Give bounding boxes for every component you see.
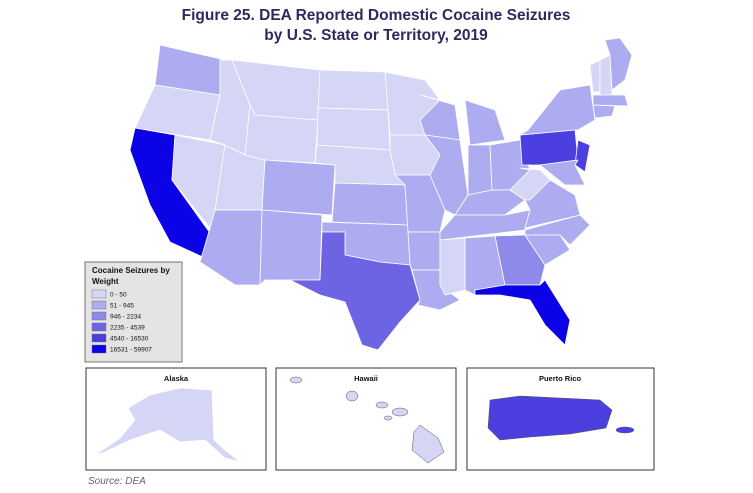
island [375,401,389,409]
state [604,37,633,91]
insets: Alaska Hawaii Puerto Rico [85,367,655,471]
hawaii [289,376,445,464]
legend-label: 51 - 945 [110,303,134,310]
state [592,94,629,107]
source: Source: DEA [88,476,146,487]
legend-swatch [91,344,107,354]
inset-label: Alaska [164,374,189,383]
state [424,134,469,216]
state [316,107,391,151]
legend-swatch [91,311,107,321]
legend-swatch [91,289,107,299]
island [289,376,303,384]
title-line: by U.S. State or Territory, 2019 [264,27,488,44]
state [592,104,616,119]
legend-label: 0 - 50 [110,292,127,299]
alaska [94,387,241,463]
state [539,159,586,186]
legend-swatch [91,300,107,310]
island [411,424,445,464]
state [474,279,571,346]
title-line: Figure 25. DEA Reported Domestic Cocaine… [182,7,571,24]
state [494,234,546,286]
legend-label: 16531 - 59907 [110,347,152,354]
island [391,407,409,417]
inset-label: Hawaii [354,374,378,383]
legend-swatch [91,322,107,332]
legend-label: 4540 - 16530 [110,336,149,343]
island [615,426,635,434]
state [261,159,336,216]
us-map [129,37,633,351]
state [407,231,441,271]
island [383,415,393,421]
state [331,182,409,226]
legend-items: 0 - 50 51 - 945 946 - 2234 2235 - 4539 4540 … [91,289,152,354]
legend-label: 946 - 2234 [110,314,141,321]
inset-label: Puerto Rico [539,374,582,383]
state [259,209,323,286]
state [519,129,579,166]
state [574,139,591,173]
state [317,69,389,111]
state [467,144,493,196]
legend-swatch [91,333,107,343]
state [439,237,466,296]
state [509,167,551,201]
legend-title: Cocaine Seizures by [92,266,170,275]
state [589,59,601,93]
legend-label: 2235 - 4539 [110,325,145,332]
legend-title: Weight [92,277,119,286]
state [519,84,596,136]
puerto-rico [487,395,613,441]
state [289,231,421,351]
state [464,99,506,146]
legend: Cocaine Seizures by Weight 0 - 50 51 - 94… [84,261,183,363]
island [345,390,359,402]
